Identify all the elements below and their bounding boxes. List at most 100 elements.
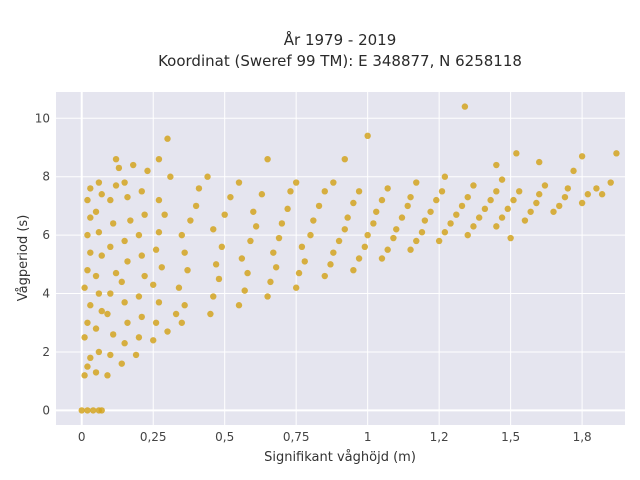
data-point xyxy=(498,214,506,221)
data-point xyxy=(295,269,303,277)
data-point xyxy=(533,199,540,207)
data-point xyxy=(84,363,91,370)
data-point xyxy=(561,193,569,201)
data-point xyxy=(150,281,157,288)
data-point xyxy=(458,202,466,210)
data-point xyxy=(384,246,391,253)
data-point xyxy=(421,217,429,224)
data-points xyxy=(78,103,620,414)
x-tick-label: 1,5 xyxy=(501,430,520,444)
data-point xyxy=(92,208,100,215)
y-tick-label: 8 xyxy=(42,170,50,184)
data-point xyxy=(258,191,266,198)
data-point xyxy=(407,193,414,201)
data-point xyxy=(207,310,214,318)
data-point xyxy=(152,319,160,326)
data-point xyxy=(135,334,143,341)
data-point xyxy=(355,188,363,195)
data-point xyxy=(138,188,145,195)
data-point xyxy=(87,302,94,309)
data-point xyxy=(481,205,489,213)
data-point xyxy=(158,264,165,271)
data-point xyxy=(138,252,145,259)
data-point xyxy=(87,249,94,256)
data-point xyxy=(315,202,323,210)
data-point xyxy=(84,266,91,274)
data-point xyxy=(141,272,148,280)
data-point xyxy=(536,191,543,198)
data-point xyxy=(301,258,308,265)
data-point xyxy=(121,299,128,306)
data-point xyxy=(92,325,100,332)
y-tick-label: 4 xyxy=(42,287,50,301)
data-point xyxy=(513,150,520,157)
data-point xyxy=(167,173,174,180)
data-point xyxy=(95,179,103,186)
data-point xyxy=(104,372,111,379)
data-point xyxy=(112,155,120,163)
y-axis-ticks: 0 2 4 6 8 10 xyxy=(35,111,50,417)
data-point xyxy=(470,182,477,189)
data-point xyxy=(155,155,163,163)
data-point xyxy=(378,196,386,204)
data-point xyxy=(164,135,171,142)
data-point xyxy=(218,243,226,251)
y-axis-title: Vågperiod (s) xyxy=(16,215,31,302)
chart-title-line1: År 1979 - 2019 xyxy=(284,30,397,49)
data-point xyxy=(124,258,131,265)
data-point xyxy=(330,179,337,186)
data-point xyxy=(95,290,103,297)
data-point xyxy=(204,173,211,180)
data-point xyxy=(155,299,163,306)
data-point xyxy=(435,237,443,245)
data-point xyxy=(453,211,460,218)
data-point xyxy=(247,237,254,245)
data-point xyxy=(413,179,420,186)
data-point xyxy=(78,407,85,414)
data-point xyxy=(578,153,586,160)
data-point xyxy=(95,348,103,356)
data-point xyxy=(178,319,186,326)
data-point xyxy=(493,223,500,230)
x-axis-ticks: 0 0,25 0,5 0,75 1 1,2 1,5 1,8 xyxy=(78,430,592,444)
data-point xyxy=(184,266,191,274)
data-point xyxy=(438,188,446,195)
data-point xyxy=(107,196,114,204)
data-point xyxy=(407,246,414,253)
data-point xyxy=(235,302,243,309)
data-point xyxy=(112,269,120,277)
data-point xyxy=(212,261,220,268)
data-point xyxy=(124,193,131,201)
data-point xyxy=(384,185,391,192)
data-point xyxy=(235,179,243,186)
data-point xyxy=(210,226,217,233)
data-point xyxy=(335,237,343,245)
data-point xyxy=(87,185,94,192)
x-axis-title: Signifikant våghöjd (m) xyxy=(264,450,416,465)
data-point xyxy=(81,372,88,379)
data-point xyxy=(210,293,217,300)
data-point xyxy=(135,231,143,239)
data-point xyxy=(130,161,137,169)
data-point xyxy=(84,407,91,414)
data-point xyxy=(178,231,186,239)
data-point xyxy=(556,202,563,210)
data-point xyxy=(536,158,543,166)
data-point xyxy=(98,407,105,414)
data-point xyxy=(578,199,586,207)
data-point xyxy=(507,234,514,242)
data-point xyxy=(593,185,600,192)
data-point xyxy=(144,167,151,175)
data-point xyxy=(98,252,105,259)
data-point xyxy=(192,202,200,210)
data-point xyxy=(107,351,114,359)
data-point xyxy=(275,234,283,242)
data-point xyxy=(364,231,371,239)
data-point xyxy=(493,161,500,169)
data-point xyxy=(270,249,277,256)
plot-area xyxy=(56,92,625,425)
data-point xyxy=(92,272,100,280)
data-point xyxy=(527,208,534,215)
x-tick-label: 1 xyxy=(364,430,372,444)
data-point xyxy=(613,150,620,157)
